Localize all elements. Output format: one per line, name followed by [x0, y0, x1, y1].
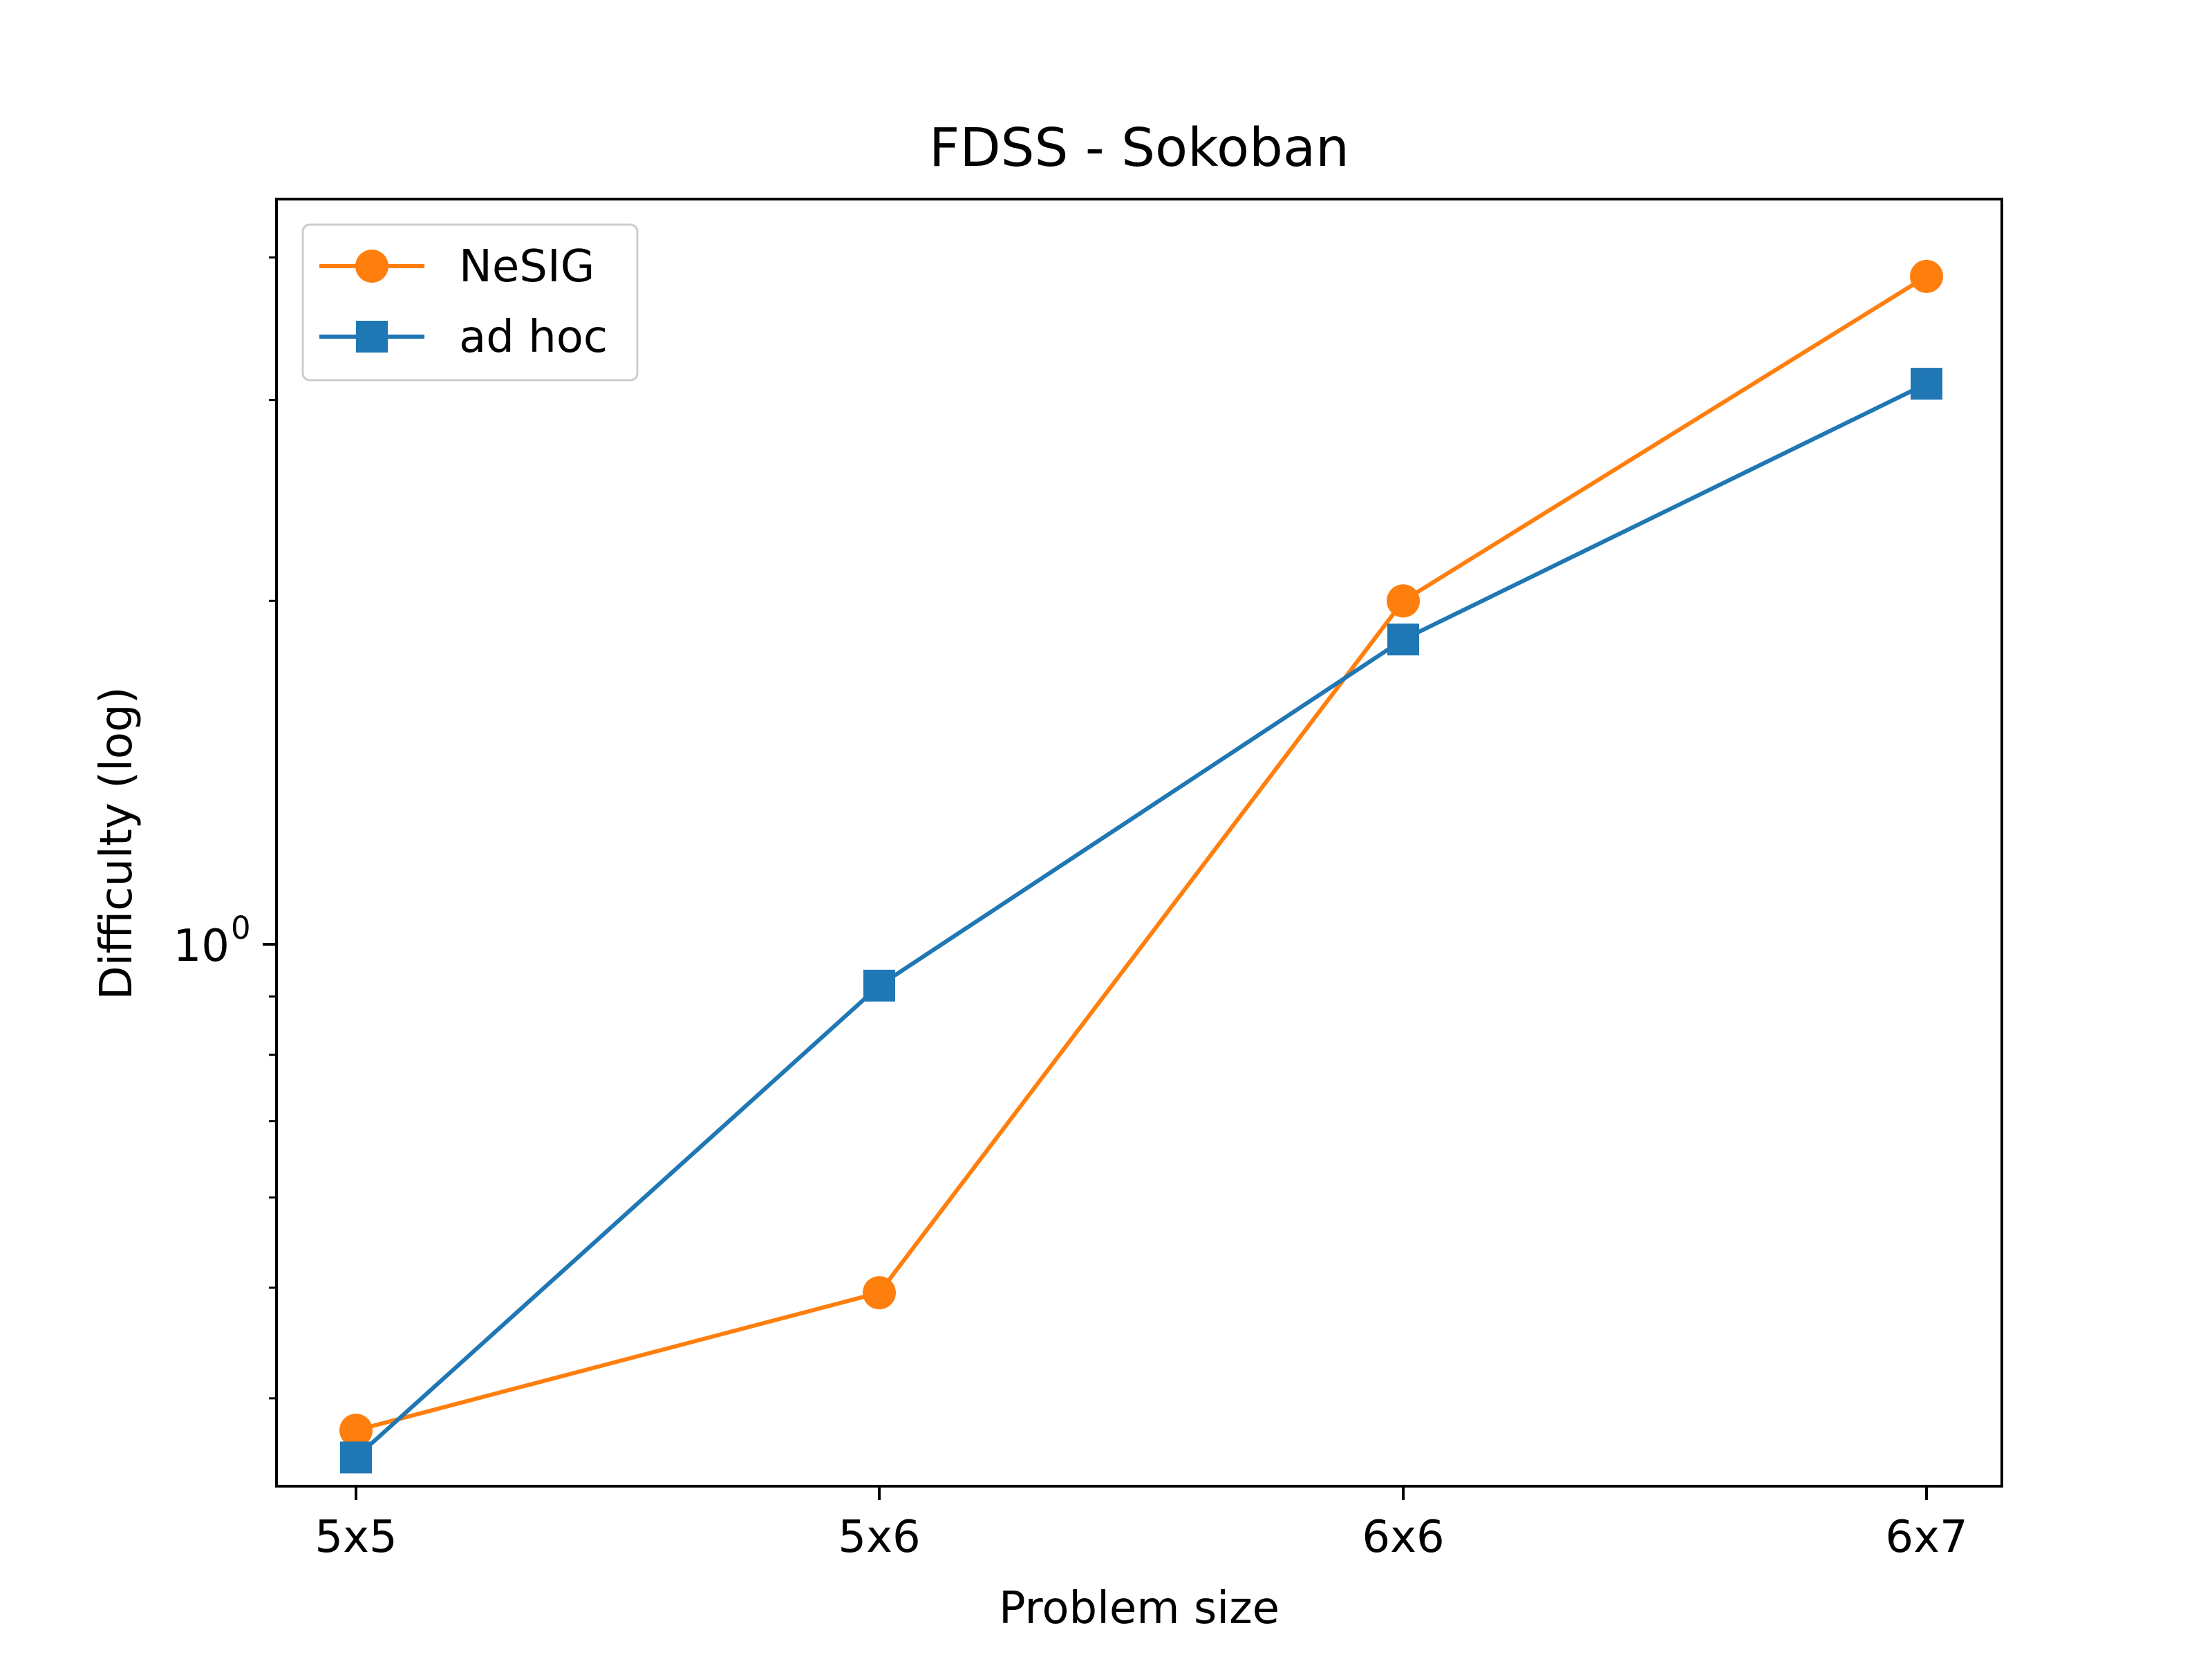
legend-entry-nesig: NeSIG — [319, 241, 594, 292]
point-nesig-5x5 — [339, 1414, 373, 1447]
series-ad-hoc — [340, 368, 1942, 1474]
x-axis-label: Problem size — [999, 1583, 1280, 1634]
y-tick-label-exponent: 0 — [231, 910, 251, 946]
point-ad-hoc-6x6 — [1387, 624, 1419, 656]
x-axis: 5x5 5x6 6x6 6x7 — [315, 1486, 1968, 1563]
point-ad-hoc-5x5 — [340, 1441, 372, 1474]
series-layer — [339, 259, 1943, 1474]
legend-label-ad-hoc: ad hoc — [459, 312, 608, 363]
y-axis: 10 0 — [174, 256, 276, 1400]
chart-title: FDSS - Sokoban — [929, 118, 1349, 179]
point-nesig-6x7 — [1910, 259, 1943, 293]
legend-entries: NeSIG ad hoc — [319, 241, 608, 363]
plot-frame — [275, 198, 2003, 1488]
x-tick-label-5x5: 5x5 — [315, 1512, 397, 1563]
legend-entry-ad-hoc: ad hoc — [319, 312, 608, 363]
legend: NeSIG ad hoc — [301, 223, 639, 382]
y-axis-label: Difficulty (log) — [91, 686, 142, 1000]
legend-marker-square — [356, 321, 388, 353]
series-nesig — [339, 259, 1943, 1447]
y-tick-label-base: 10 — [174, 921, 229, 972]
x-tick-label-6x6: 6x6 — [1362, 1512, 1444, 1563]
series-line-ad-hoc — [354, 382, 1928, 1459]
x-tick-label-6x7: 6x7 — [1885, 1512, 1967, 1563]
point-ad-hoc-5x6 — [863, 969, 895, 1002]
point-ad-hoc-6x7 — [1911, 368, 1942, 400]
series-line-nesig — [355, 274, 1928, 1433]
legend-marker-circle — [355, 250, 388, 283]
point-nesig-5x6 — [863, 1276, 896, 1310]
point-nesig-6x6 — [1387, 584, 1420, 618]
legend-label-nesig: NeSIG — [459, 241, 594, 292]
x-tick-label-5x6: 5x6 — [838, 1512, 920, 1563]
